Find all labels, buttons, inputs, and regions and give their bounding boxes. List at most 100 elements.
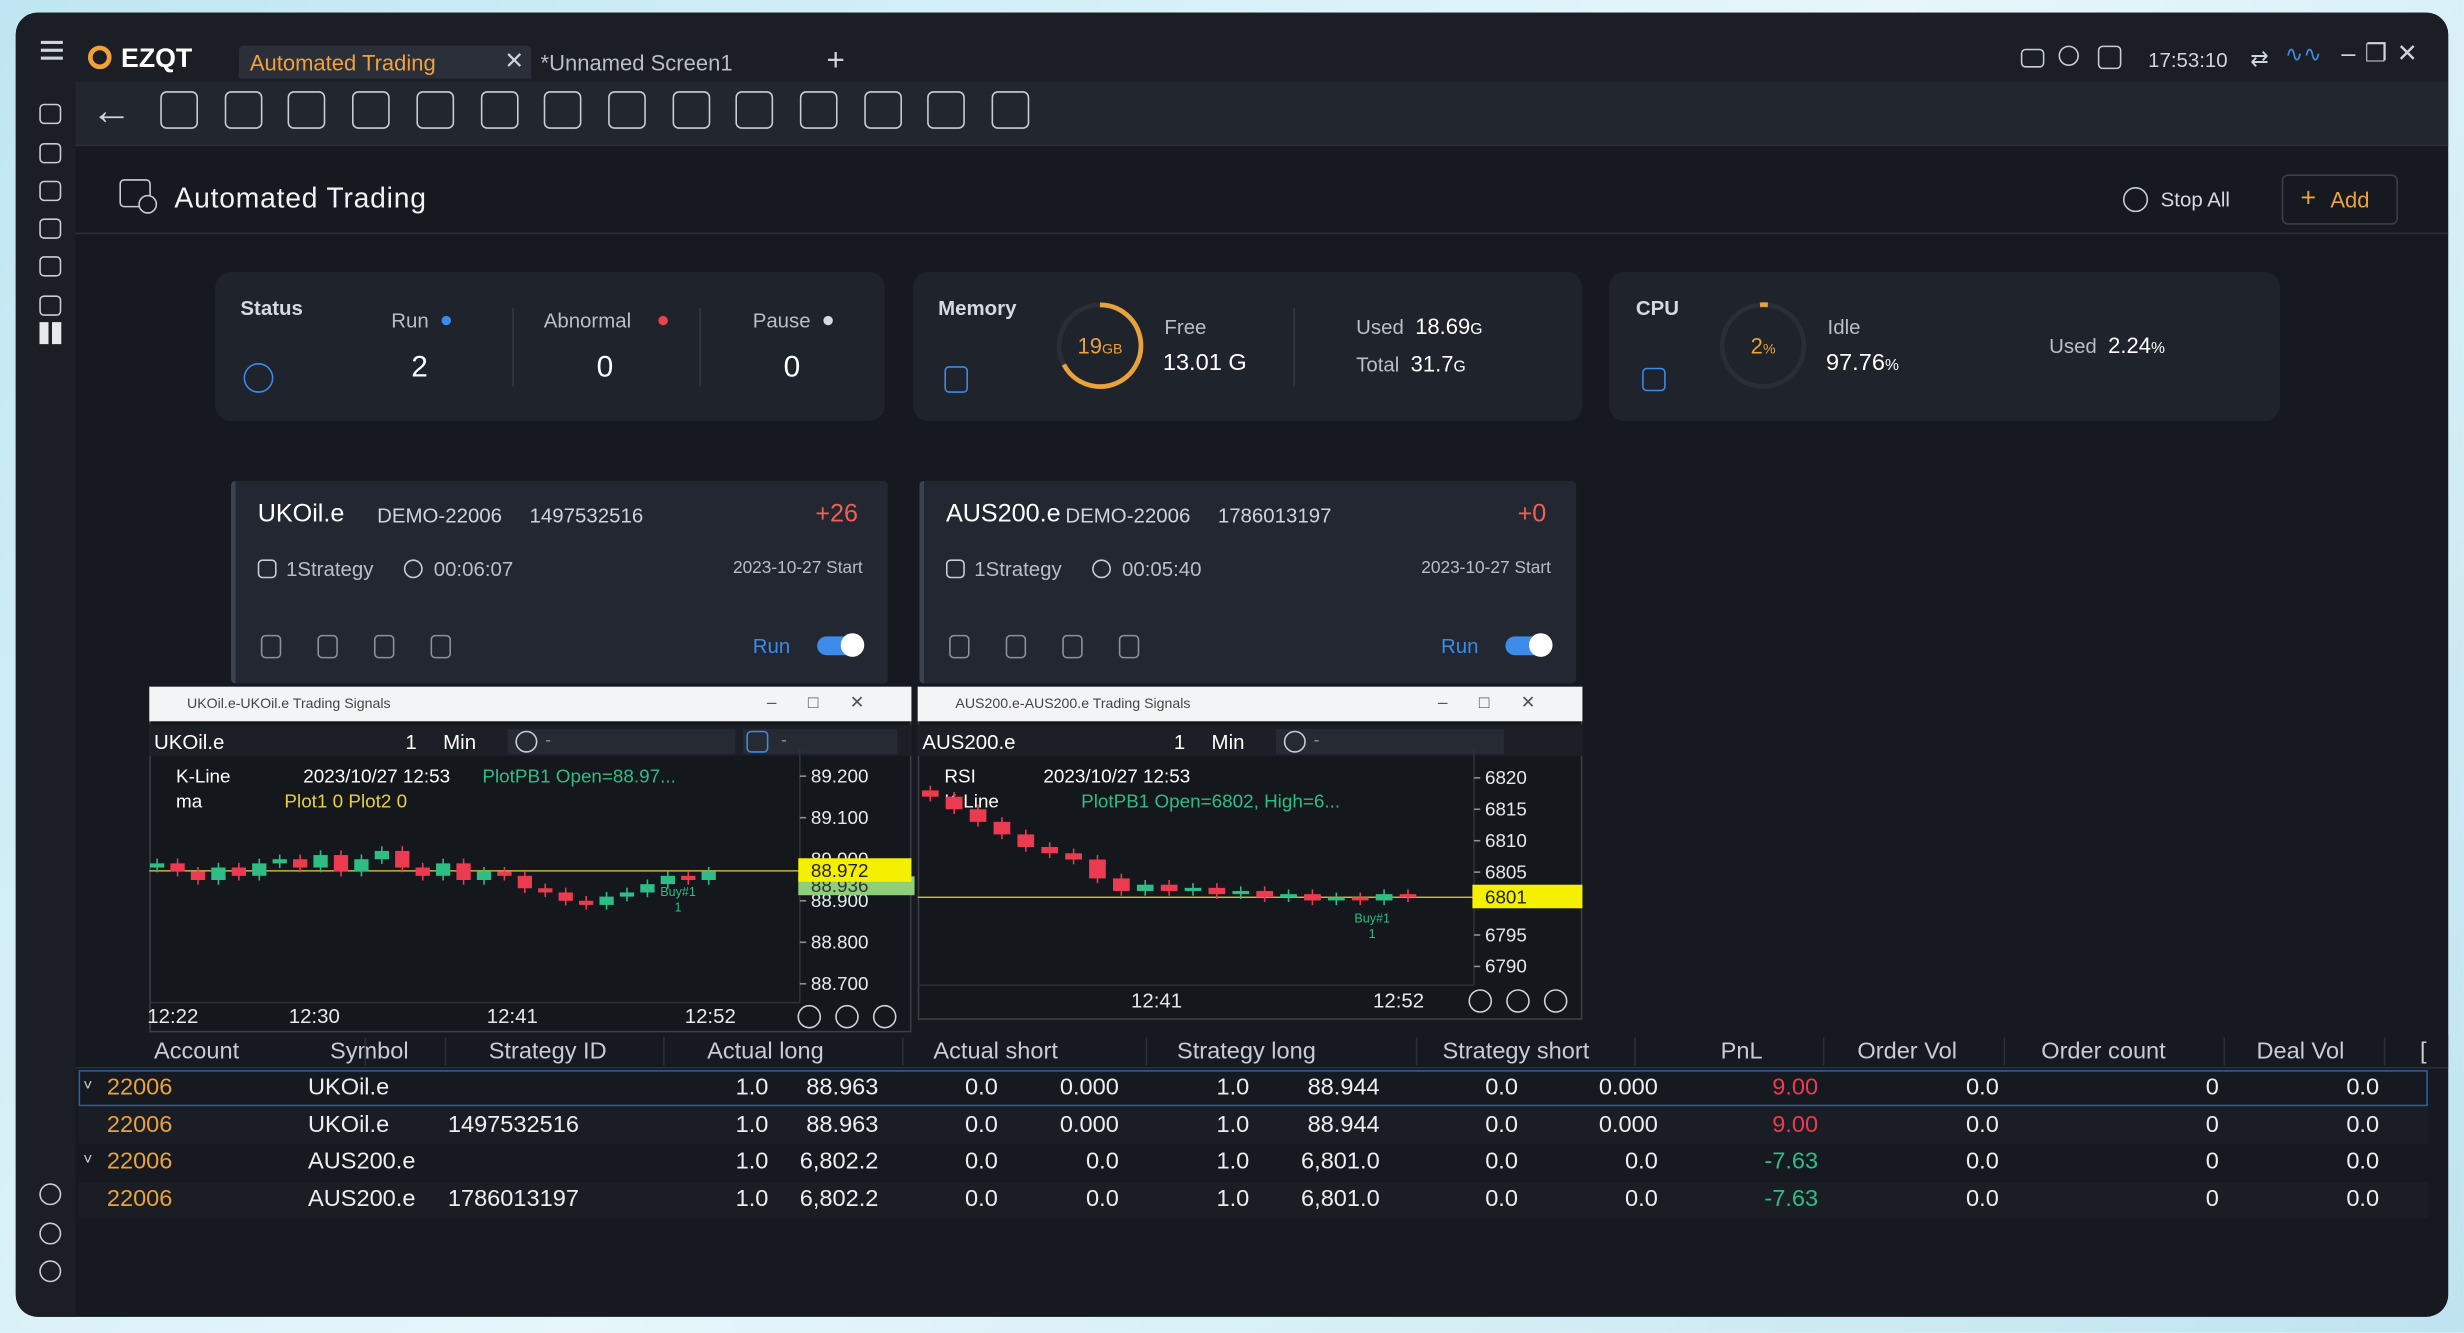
new-tab-button[interactable]: + <box>826 43 845 79</box>
toolbar-button[interactable] <box>416 91 454 129</box>
toolbar-button[interactable] <box>927 91 966 129</box>
toolbar-button[interactable] <box>991 91 1030 129</box>
table-row[interactable] <box>78 1070 2428 1107</box>
candle-body <box>599 896 614 905</box>
card-action[interactable] <box>317 634 338 659</box>
strategy-selector[interactable] <box>743 729 898 755</box>
sidebar-button[interactable] <box>39 180 62 202</box>
idle-label: Idle <box>1827 315 1861 339</box>
column-header: Strategy short <box>1442 1037 1590 1065</box>
candle-body <box>558 892 573 901</box>
sidebar-button[interactable] <box>39 1183 62 1206</box>
run-toggle-knob[interactable] <box>1528 633 1553 657</box>
account-selector[interactable] <box>507 729 736 755</box>
window-controls[interactable]: –❐✕ <box>2341 40 2428 68</box>
column-header: Deal Vol <box>2256 1037 2345 1065</box>
search-icon[interactable] <box>2058 45 2079 66</box>
candle-body <box>1327 897 1345 901</box>
candle-body <box>1112 878 1130 891</box>
chart-interval: 1 <box>1173 729 1186 754</box>
toolbar-button[interactable] <box>224 91 262 129</box>
sidebar-button[interactable] <box>39 218 62 239</box>
candle-body <box>272 859 287 864</box>
candle-body <box>1184 887 1202 891</box>
table-cell: 0.0 <box>1625 1148 1658 1176</box>
window-controls[interactable]: –□✕ <box>766 693 896 713</box>
run-toggle-knob[interactable] <box>840 633 865 657</box>
candle-body <box>945 796 963 810</box>
card-action[interactable] <box>260 634 282 659</box>
add-button-frame[interactable] <box>2281 174 2398 225</box>
used-unit: % <box>2151 340 2165 358</box>
card-action[interactable] <box>430 634 451 659</box>
tab-active[interactable] <box>238 45 532 79</box>
page-title: Automated Trading <box>174 182 427 214</box>
toolbar-button[interactable] <box>288 91 326 129</box>
status-value: 0 <box>783 351 801 385</box>
sidebar-button[interactable] <box>39 1222 62 1245</box>
screenshot-icon[interactable] <box>2097 45 2122 70</box>
table-cell: 1786013197 <box>447 1185 579 1213</box>
sidebar-button[interactable] <box>39 256 62 277</box>
sidebar-button[interactable] <box>39 322 62 345</box>
toolbar-button[interactable] <box>480 91 518 129</box>
x-tick-label: 12:52 <box>1373 990 1424 1012</box>
card-action[interactable] <box>373 634 395 659</box>
tab-label[interactable]: *Unnamed Screen1 <box>540 50 733 76</box>
sidebar-button[interactable] <box>39 295 62 316</box>
sync-icon[interactable]: ⇄ <box>2250 45 2269 71</box>
candle-body <box>1041 846 1059 854</box>
account-selector[interactable] <box>1275 729 1504 755</box>
toolbar-button[interactable] <box>799 91 838 129</box>
toolbar-button[interactable] <box>543 91 582 129</box>
y-tick-label: 6815 <box>1485 799 1527 820</box>
table-cell: 0.0 <box>1485 1185 1518 1213</box>
table-cell: 22006 <box>106 1185 173 1213</box>
card-action[interactable] <box>1118 634 1140 659</box>
card-action[interactable] <box>1005 634 1027 659</box>
table-cell: 0.0 <box>965 1148 998 1176</box>
column-header-more: [ <box>2419 1037 2427 1065</box>
mail-icon[interactable] <box>2020 48 2045 68</box>
table-cell: 1.0 <box>1216 1074 1250 1101</box>
add-icon[interactable]: + <box>2300 183 2317 213</box>
window-controls[interactable]: –□✕ <box>1437 693 1567 713</box>
column-header: Order count <box>2041 1037 2166 1065</box>
table-cell: 22006 <box>106 1074 173 1101</box>
cpu-icon <box>1642 367 1666 392</box>
toolbar-button[interactable] <box>735 91 774 129</box>
strategy-icon <box>945 559 965 579</box>
status-value: 0 <box>596 351 614 385</box>
tab-label[interactable]: Automated Trading <box>249 50 436 76</box>
tab-close[interactable]: ✕ <box>504 47 525 75</box>
table-row[interactable] <box>78 1144 2428 1181</box>
table-row[interactable] <box>78 1181 2428 1218</box>
expand-caret[interactable]: ˅ <box>83 1152 93 1170</box>
divider <box>512 307 514 387</box>
toolbar-button[interactable] <box>863 91 902 129</box>
candle-body <box>517 875 532 889</box>
menu-button[interactable] <box>40 48 63 52</box>
sidebar-button[interactable] <box>39 103 62 125</box>
toolbar-button[interactable] <box>607 91 646 129</box>
table-cell: 9.00 <box>1772 1111 1819 1138</box>
table-row[interactable] <box>78 1107 2428 1144</box>
toolbar-button[interactable] <box>671 91 710 129</box>
candle-body <box>374 850 390 860</box>
stop-icon[interactable] <box>2122 186 2149 213</box>
sidebar-button[interactable] <box>39 142 62 164</box>
candle-body <box>435 863 451 876</box>
x-tick-label: 12:41 <box>487 1006 538 1028</box>
add-button[interactable]: Add <box>2330 186 2370 213</box>
toolbar-button[interactable] <box>352 91 390 129</box>
sidebar-button[interactable] <box>39 1260 62 1283</box>
gauge-value: 19 <box>1077 333 1102 359</box>
y-tick-label: 6820 <box>1485 767 1527 788</box>
signal-label: Buy#1 <box>660 885 696 899</box>
back-button[interactable]: ← <box>91 86 132 134</box>
card-action[interactable] <box>1062 634 1083 659</box>
stop-all-button[interactable]: Stop All <box>2160 187 2230 212</box>
card-action[interactable] <box>949 634 970 659</box>
toolbar-button[interactable] <box>160 91 198 129</box>
expand-caret[interactable]: ˅ <box>83 1077 93 1096</box>
